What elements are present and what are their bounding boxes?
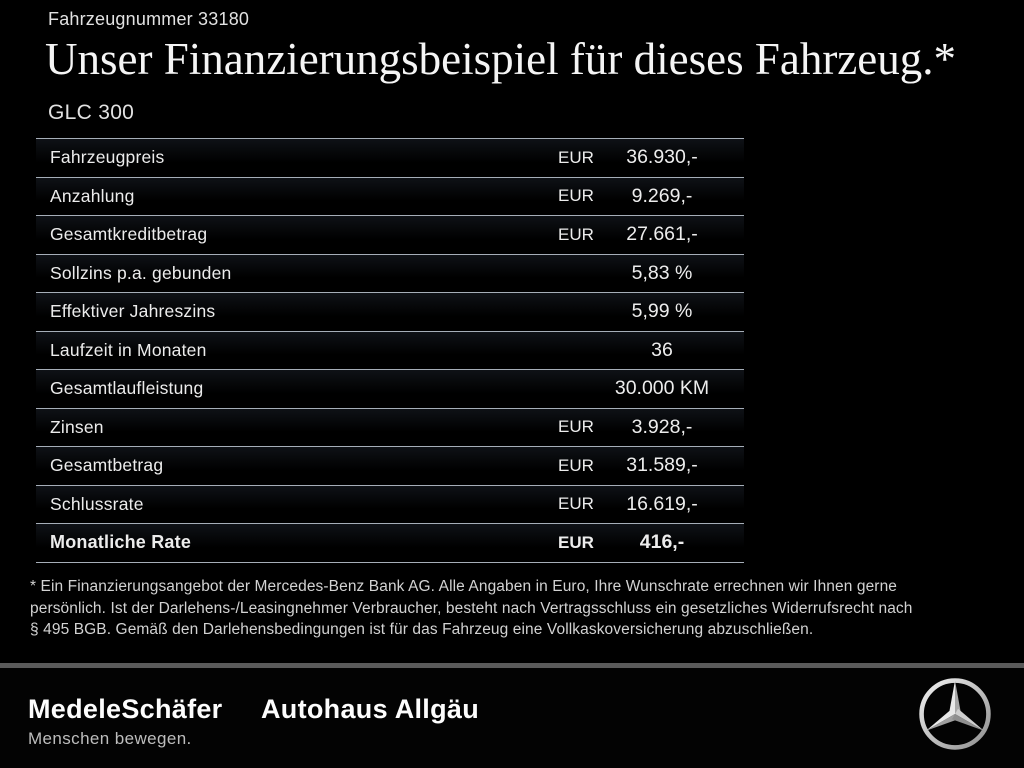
vehicle-number: Fahrzeugnummer 33180 <box>48 9 250 29</box>
table-row: Gesamtkreditbetrag EUR 27.661,- <box>36 215 744 254</box>
row-value: 36 <box>651 338 673 361</box>
row-label: Gesamtbetrag <box>50 455 164 476</box>
table-row: Zinsen EUR 3.928,- <box>36 407 744 446</box>
row-value: 30.000 KM <box>614 377 710 400</box>
row-label: Effektiver Jahreszins <box>50 301 216 322</box>
legal-footnote: * Ein Finanzierungsangebot der Mercedes-… <box>30 576 912 641</box>
row-value: 16.619,- <box>626 492 698 515</box>
row-currency: EUR <box>558 224 594 244</box>
row-value: 36.930,- <box>626 146 698 169</box>
row-label: Laufzeit in Monaten <box>50 339 207 360</box>
footnote-line: § 495 BGB. Gemäß den Darlehensbedingunge… <box>30 621 814 638</box>
table-row: Laufzeit in Monaten 36 <box>36 330 744 369</box>
row-currency: EUR <box>558 532 594 552</box>
row-label: Gesamtkreditbetrag <box>50 224 208 245</box>
table-row: Anzahlung EUR 9.269,- <box>36 176 744 215</box>
row-value: 27.661,- <box>626 223 698 246</box>
row-label: Zinsen <box>50 416 104 437</box>
table-row: Gesamtbetrag EUR 31.589,- <box>36 446 744 485</box>
row-value: 416,- <box>639 531 685 554</box>
row-label: Sollzins p.a. gebunden <box>50 262 232 283</box>
table-row: Fahrzeugpreis EUR 36.930,- <box>36 138 744 177</box>
row-currency: EUR <box>558 455 594 475</box>
dealer-tagline: Menschen bewegen. <box>28 729 192 748</box>
row-value: 31.589,- <box>626 454 698 477</box>
row-currency: EUR <box>558 494 594 514</box>
row-value: 3.928,- <box>631 415 693 438</box>
table-row: Schlussrate EUR 16.619,- <box>36 484 744 523</box>
page-title: Unser Finanzierungsbeispiel für dieses F… <box>45 34 957 84</box>
dealer-logo-autohaus-allgaeu: Autohaus Allgäu <box>261 694 479 724</box>
vehicle-model: GLC 300 <box>48 101 135 124</box>
row-value: 9.269,- <box>631 184 693 207</box>
financing-table: Fahrzeugpreis EUR 36.930,- Anzahlung EUR… <box>36 138 744 563</box>
table-row-monthly-rate: Monatliche Rate EUR 416,- <box>36 523 744 563</box>
row-label: Schlussrate <box>50 493 144 514</box>
footer: MedeleSchäfer Menschen bewegen. Autohaus… <box>0 668 1024 768</box>
footer-divider <box>0 663 1024 668</box>
dealer-logo-medeleschaefer: MedeleSchäfer <box>28 694 223 724</box>
row-value: 5,83 % <box>631 261 693 284</box>
table-row: Sollzins p.a. gebunden 5,83 % <box>36 253 744 292</box>
row-label: Gesamtlaufleistung <box>50 378 204 399</box>
table-row: Effektiver Jahreszins 5,99 % <box>36 292 744 331</box>
footnote-line: persönlich. Ist der Darlehens-/Leasingne… <box>30 599 913 617</box>
row-label: Fahrzeugpreis <box>50 147 165 168</box>
footnote-line: * Ein Finanzierungsangebot der Mercedes-… <box>30 578 898 595</box>
row-currency: EUR <box>558 186 594 206</box>
row-currency: EUR <box>558 147 594 167</box>
mercedes-star-icon <box>917 676 993 752</box>
row-label: Monatliche Rate <box>50 532 192 553</box>
row-label: Anzahlung <box>50 185 135 206</box>
row-value: 5,99 % <box>631 300 693 323</box>
row-currency: EUR <box>558 417 594 437</box>
table-row: Gesamtlaufleistung 30.000 KM <box>36 369 744 408</box>
